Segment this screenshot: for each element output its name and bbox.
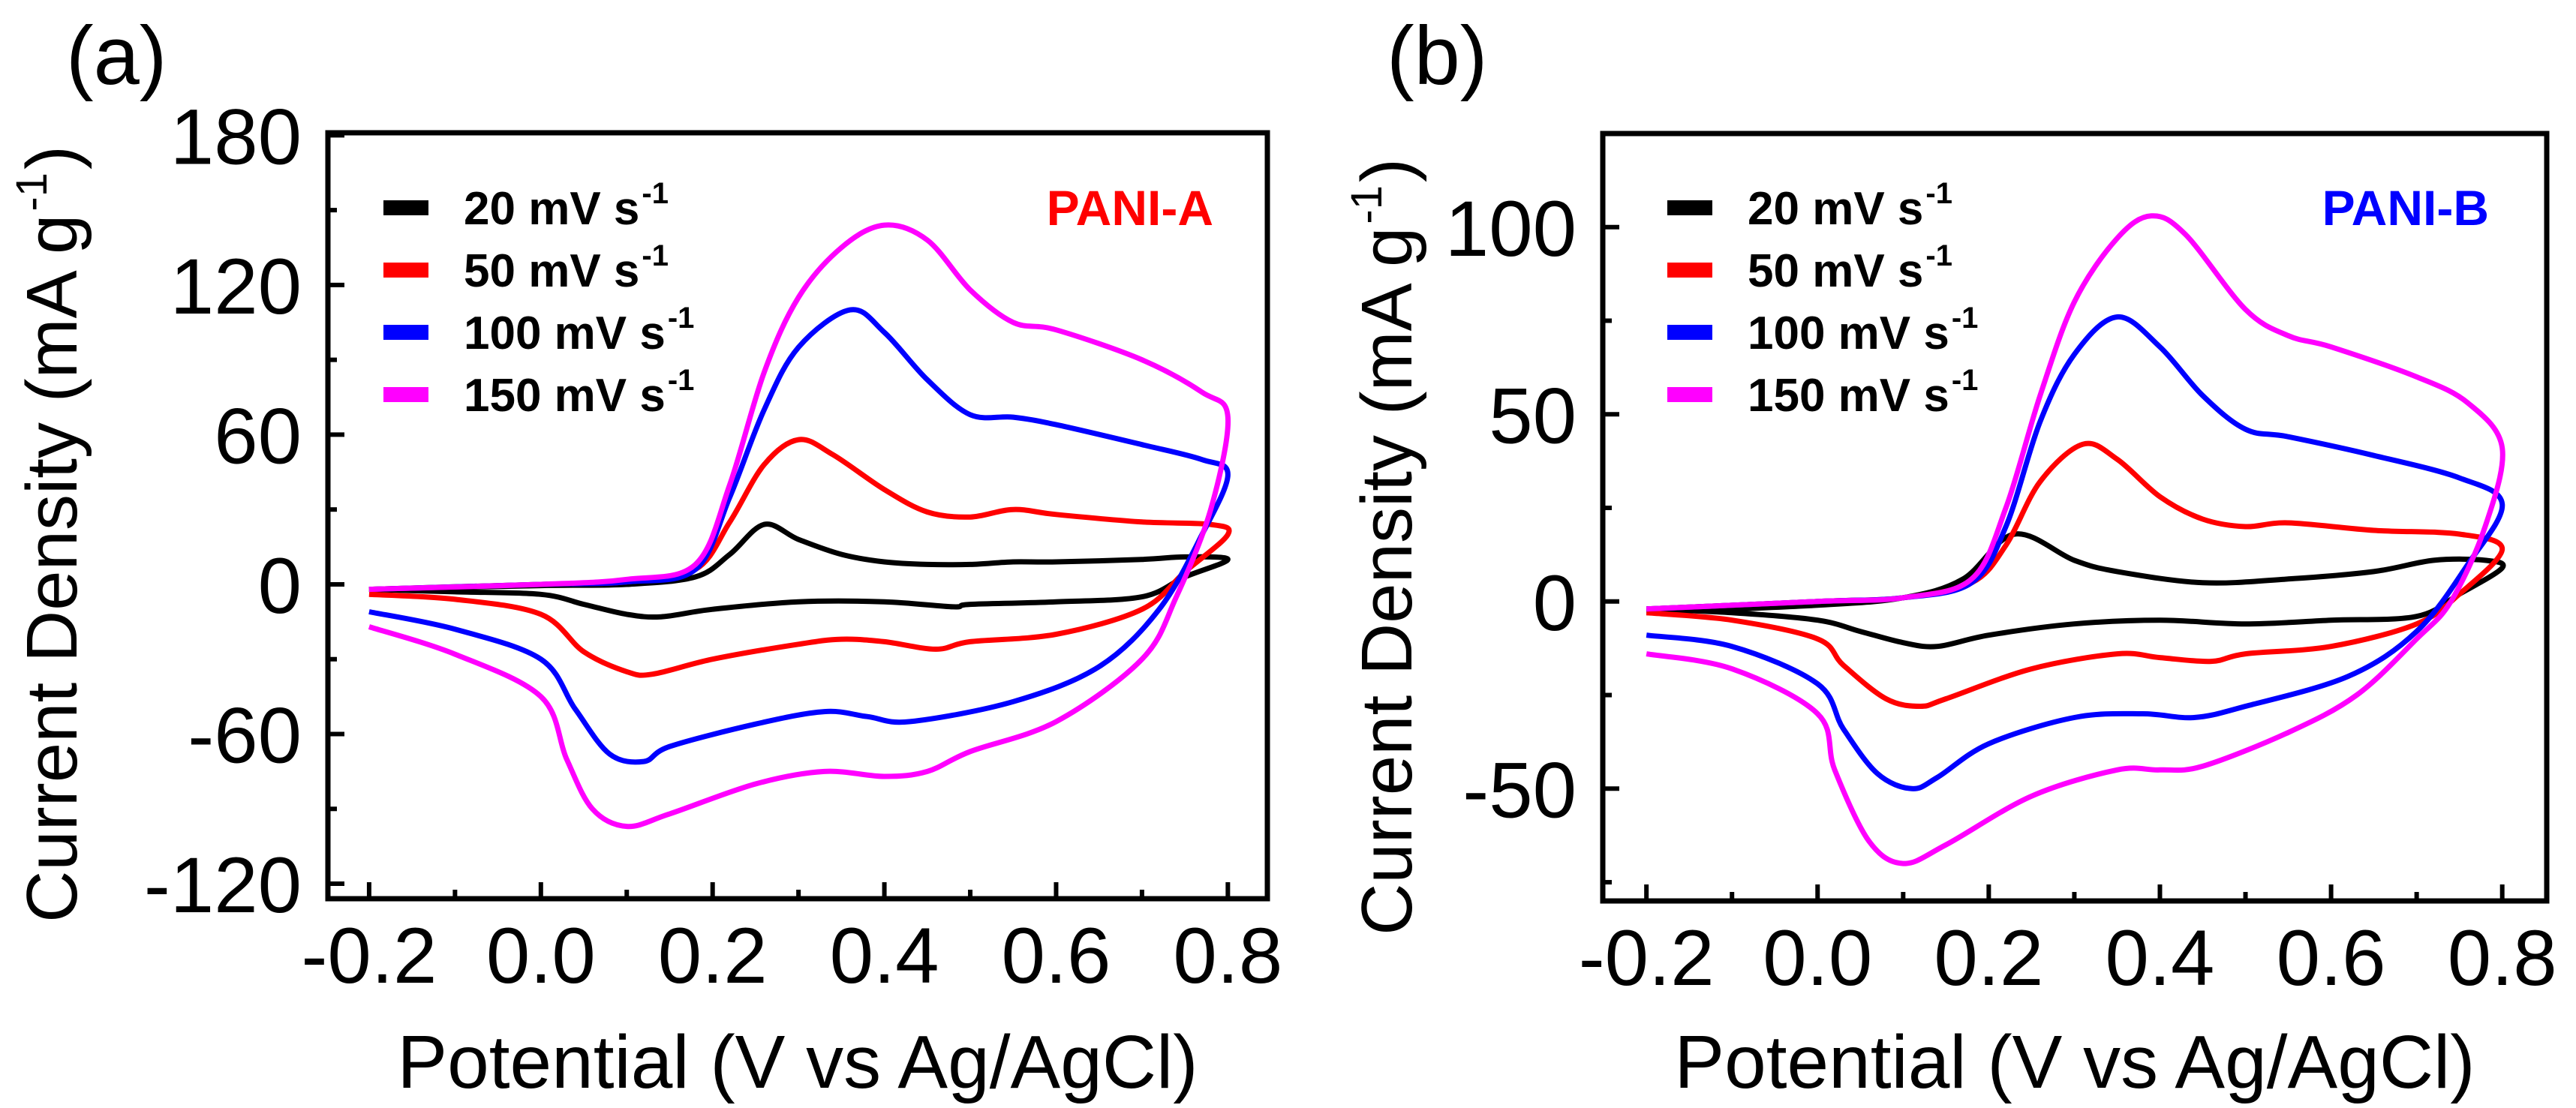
legend-label-sup: -1 — [668, 302, 695, 335]
x-tick-label: 0.0 — [1763, 914, 1872, 1002]
y-tick-label: -60 — [188, 692, 302, 780]
legend-label: 100 mV s — [464, 308, 666, 359]
legend-label: 20 mV s — [464, 183, 639, 235]
plot-frame — [1600, 131, 2550, 904]
legend-label-sup: -1 — [642, 177, 669, 210]
legend-label: 100 mV s — [1748, 308, 1949, 359]
legend-label-sup: -1 — [668, 364, 695, 397]
x-axis-label: Potential (V vs Ag/AgCl) — [397, 1020, 1198, 1104]
y-axis-label-text: Current Density (mA g — [1347, 227, 1427, 935]
x-tick-label: 0.4 — [2105, 914, 2214, 1002]
legend-label: 50 mV s — [464, 245, 639, 297]
y-axis-label-text: Current Density (mA g — [12, 215, 92, 923]
y-axis-label-sup: -1 — [8, 173, 56, 212]
chart-panel-1: -0.2 0.0 0.2 0.4 0.6 0.8 -50 0 50 100 Potential (V… — [1342, 10, 2557, 1104]
x-tick-label: 0.0 — [486, 912, 596, 1000]
y-tick-label: -50 — [1462, 746, 1577, 834]
series-line-3 — [368, 222, 1231, 830]
y-tick-label: 0 — [1533, 560, 1577, 647]
legend-label: 20 mV s — [1748, 183, 1923, 235]
panel-label: (b) — [1387, 10, 1487, 102]
x-tick-label: 0.8 — [2448, 914, 2557, 1002]
legend-label-sup: -1 — [642, 239, 669, 272]
y-axis-label: Current Density (mA g-1) — [8, 146, 92, 923]
legend-label: 150 mV s — [464, 370, 666, 422]
series-line-2 — [368, 307, 1231, 765]
x-axis-label: Potential (V vs Ag/AgCl) — [1674, 1020, 2475, 1104]
y-tick-label: 60 — [214, 392, 302, 480]
x-tick-label: 0.4 — [830, 912, 939, 1000]
series-line-1 — [368, 437, 1232, 678]
legend-label-sup: -1 — [1952, 302, 1979, 335]
sample-annotation: PANI-B — [2322, 180, 2489, 236]
panel-label: (a) — [66, 10, 167, 102]
series-line-1 — [1646, 440, 2505, 709]
legend-label: 150 mV s — [1748, 370, 1949, 422]
y-axis-label-close: ) — [1347, 158, 1427, 182]
x-tick-label: 0.2 — [658, 912, 768, 1000]
x-tick-label: 0.8 — [1173, 912, 1282, 1000]
series-line-2 — [1646, 314, 2505, 791]
x-tick-label: 0.6 — [2277, 914, 2386, 1002]
y-tick-label: 0 — [258, 542, 302, 630]
y-tick-label: 180 — [170, 93, 302, 181]
legend-label-sup: -1 — [1952, 364, 1979, 397]
series-line-0 — [368, 521, 1231, 620]
x-tick-label: -0.2 — [1579, 914, 1715, 1002]
y-tick-label: 100 — [1445, 185, 1577, 273]
sample-annotation: PANI-A — [1047, 180, 1213, 236]
y-axis-label-sup: -1 — [1342, 185, 1391, 224]
y-axis-label: Current Density (mA g-1) — [1342, 158, 1427, 935]
series-line-3 — [1646, 213, 2505, 866]
legend-label-sup: -1 — [1925, 239, 1952, 272]
chart-panel-0: -0.2 0.0 0.2 0.4 0.6 0.8 -120 -60 0 60 120 180 Poten… — [8, 10, 1282, 1104]
legend-label-sup: -1 — [1925, 177, 1952, 210]
x-tick-label: 0.6 — [1001, 912, 1111, 1000]
y-axis-label-close: ) — [12, 146, 92, 170]
x-tick-label: 0.2 — [1934, 914, 2043, 1002]
x-tick-label: -0.2 — [301, 912, 437, 1000]
y-tick-label: -120 — [144, 842, 302, 929]
legend-label: 50 mV s — [1748, 245, 1923, 297]
y-tick-label: 120 — [170, 243, 302, 331]
y-tick-label: 50 — [1489, 372, 1577, 460]
